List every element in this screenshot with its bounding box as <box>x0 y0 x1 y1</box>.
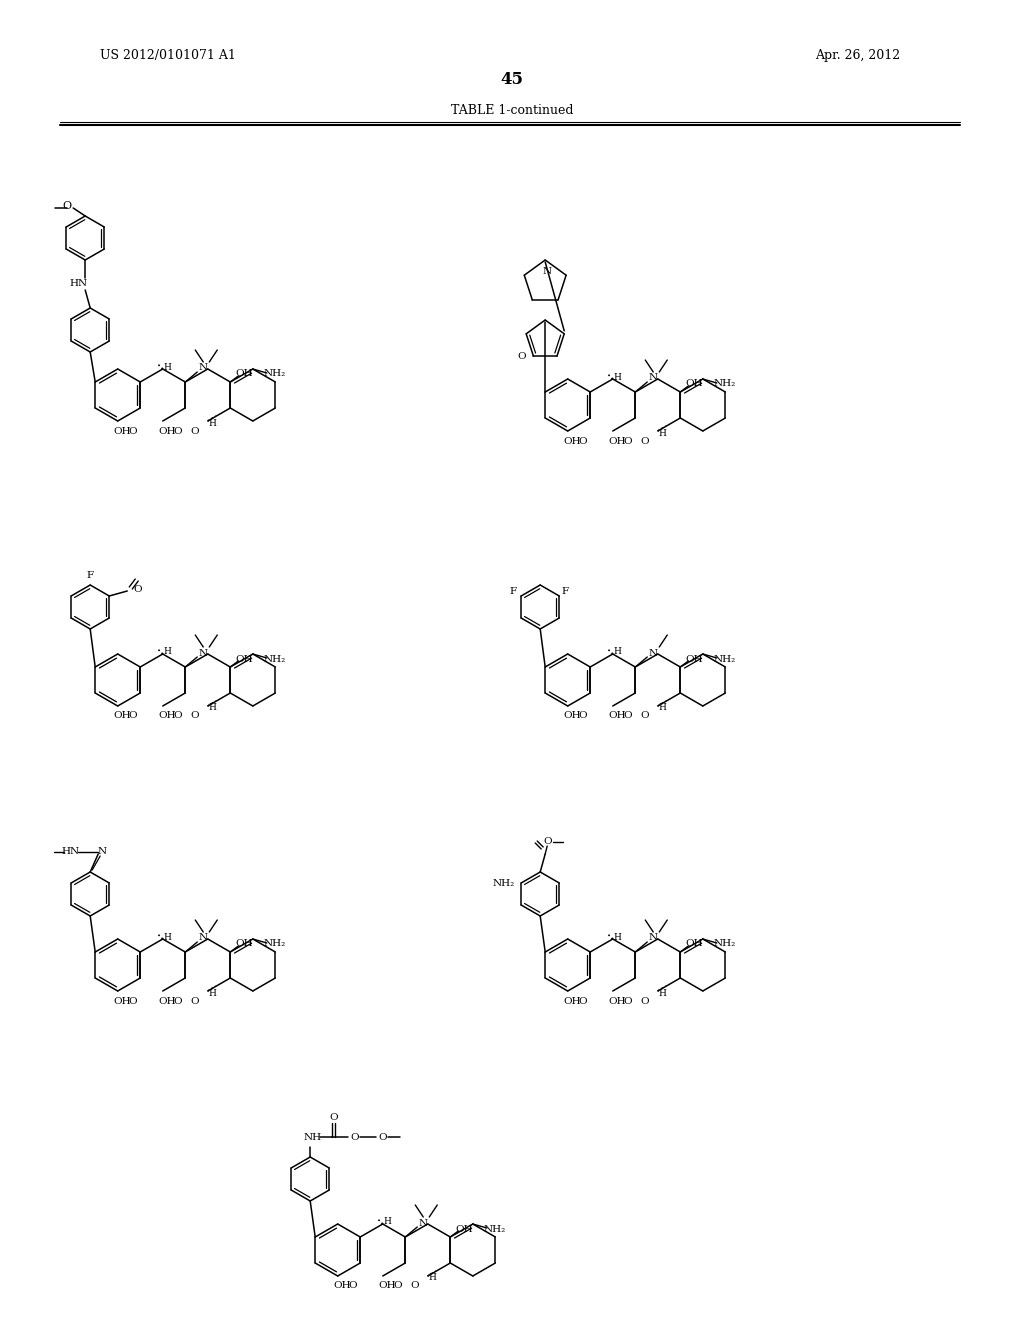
Text: OH: OH <box>685 380 703 388</box>
Text: O: O <box>173 997 182 1006</box>
Text: O: O <box>190 711 199 721</box>
Text: H: H <box>658 989 667 998</box>
Text: OH: OH <box>236 370 253 379</box>
Text: OH: OH <box>685 655 703 664</box>
Text: N: N <box>649 933 657 942</box>
Text: O: O <box>128 997 137 1006</box>
Text: OH: OH <box>113 426 130 436</box>
Text: O: O <box>624 997 632 1006</box>
Text: HN: HN <box>70 280 87 289</box>
Text: N: N <box>649 648 657 657</box>
Text: H: H <box>613 648 622 656</box>
Text: OH: OH <box>333 1282 350 1291</box>
Text: O: O <box>128 711 137 721</box>
Text: O: O <box>190 426 199 436</box>
Text: OH: OH <box>563 437 581 446</box>
Text: OH: OH <box>113 997 130 1006</box>
Text: O: O <box>624 711 632 721</box>
Text: O: O <box>543 837 552 846</box>
Text: H: H <box>164 648 172 656</box>
Text: O: O <box>173 426 182 436</box>
Text: OH: OH <box>113 711 130 721</box>
Text: NH₂: NH₂ <box>714 380 736 388</box>
Text: O: O <box>517 351 525 360</box>
Text: O: O <box>190 997 199 1006</box>
Text: H: H <box>209 418 217 428</box>
Text: H: H <box>384 1217 392 1226</box>
Text: OH: OH <box>608 437 626 446</box>
Text: N: N <box>199 363 208 372</box>
Text: 45: 45 <box>501 71 523 88</box>
Text: N: N <box>649 374 657 383</box>
Text: H: H <box>658 704 667 713</box>
Text: OH: OH <box>378 1282 395 1291</box>
Text: H: H <box>209 989 217 998</box>
Text: N: N <box>199 648 208 657</box>
Text: O: O <box>329 1113 338 1122</box>
Text: H: H <box>164 363 172 371</box>
Text: O: O <box>640 437 649 446</box>
Text: O: O <box>579 437 587 446</box>
Text: O: O <box>348 1282 357 1291</box>
Text: OH: OH <box>563 711 581 721</box>
Text: OH: OH <box>608 711 626 721</box>
Text: NH₂: NH₂ <box>264 370 286 379</box>
Text: NH₂: NH₂ <box>714 655 736 664</box>
Text: N: N <box>543 268 552 276</box>
Text: O: O <box>411 1282 419 1291</box>
Text: US 2012/0101071 A1: US 2012/0101071 A1 <box>100 49 236 62</box>
Text: OH: OH <box>236 655 253 664</box>
Text: NH₂: NH₂ <box>483 1225 506 1233</box>
Text: Apr. 26, 2012: Apr. 26, 2012 <box>815 49 900 62</box>
Text: O: O <box>173 711 182 721</box>
Text: OH: OH <box>456 1225 473 1233</box>
Text: NH: NH <box>303 1133 322 1142</box>
Text: TABLE 1-continued: TABLE 1-continued <box>451 103 573 116</box>
Text: O: O <box>624 437 632 446</box>
Text: OH: OH <box>563 997 581 1006</box>
Text: O: O <box>62 201 72 211</box>
Text: F: F <box>510 587 517 597</box>
Text: O: O <box>579 997 587 1006</box>
Text: H: H <box>164 932 172 941</box>
Text: OH: OH <box>158 997 175 1006</box>
Text: O: O <box>128 426 137 436</box>
Text: NH₂: NH₂ <box>264 940 286 949</box>
Text: H: H <box>658 429 667 437</box>
Text: O: O <box>393 1282 402 1291</box>
Text: H: H <box>429 1274 436 1283</box>
Text: OH: OH <box>685 940 703 949</box>
Text: F: F <box>562 587 568 597</box>
Text: OH: OH <box>236 940 253 949</box>
Text: N: N <box>97 847 106 857</box>
Text: NH₂: NH₂ <box>264 655 286 664</box>
Text: O: O <box>133 585 141 594</box>
Text: NH₂: NH₂ <box>714 940 736 949</box>
Text: HN: HN <box>61 847 79 857</box>
Text: H: H <box>613 932 622 941</box>
Text: N: N <box>419 1218 428 1228</box>
Text: H: H <box>613 372 622 381</box>
Text: NH₂: NH₂ <box>492 879 514 887</box>
Text: OH: OH <box>158 711 175 721</box>
Text: O: O <box>378 1133 386 1142</box>
Text: OH: OH <box>158 426 175 436</box>
Text: H: H <box>209 704 217 713</box>
Text: N: N <box>199 933 208 942</box>
Text: O: O <box>640 997 649 1006</box>
Text: OH: OH <box>608 997 626 1006</box>
Text: O: O <box>640 711 649 721</box>
Text: O: O <box>350 1133 358 1142</box>
Text: F: F <box>87 570 94 579</box>
Text: O: O <box>579 711 587 721</box>
